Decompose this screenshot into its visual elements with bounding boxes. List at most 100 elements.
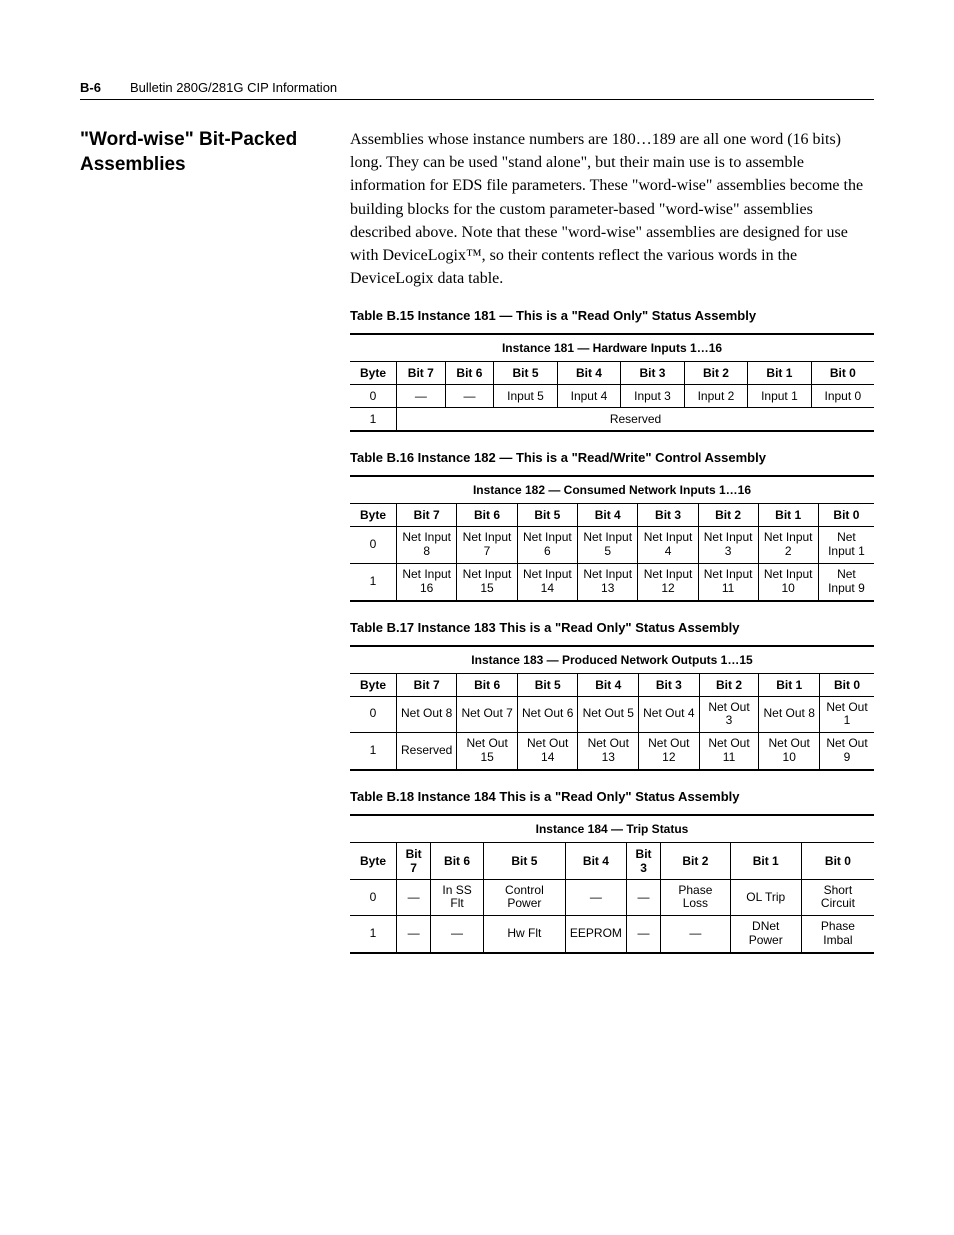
bit-cell: Net Input 5 <box>578 527 638 564</box>
section-heading: "Word-wise" Bit-Packed Assemblies <box>80 128 310 177</box>
col-bit: Bit 0 <box>819 673 874 696</box>
bit-cell: Net Input 7 <box>457 527 517 564</box>
bit-cell: — <box>397 879 431 916</box>
byte-cell: 1 <box>350 916 397 953</box>
col-bit: Bit 5 <box>517 673 578 696</box>
bit-cell: — <box>661 916 730 953</box>
col-bit: Bit 4 <box>565 842 626 879</box>
bit-cell: OL Trip <box>730 879 801 916</box>
bit-cell: Input 0 <box>811 385 874 408</box>
bit-cell: Phase Loss <box>661 879 730 916</box>
col-bit: Bit 0 <box>811 362 874 385</box>
col-bit: Bit 1 <box>748 362 811 385</box>
bit-cell: Net Out 6 <box>517 696 578 733</box>
table-row: 1 Net Input 16 Net Input 15 Net Input 14… <box>350 563 874 600</box>
bit-cell: Net Input 9 <box>818 563 874 600</box>
col-bit: Bit 6 <box>457 504 517 527</box>
table-title: Instance 182 — Consumed Network Inputs 1… <box>350 476 874 504</box>
col-bit: Bit 2 <box>661 842 730 879</box>
bit-cell: Net Input 1 <box>818 527 874 564</box>
bit-cell: Net Input 13 <box>578 563 638 600</box>
bit-cell: DNet Power <box>730 916 801 953</box>
table-row: 0 Net Input 8 Net Input 7 Net Input 6 Ne… <box>350 527 874 564</box>
bit-cell: Net Out 1 <box>819 696 874 733</box>
table-caption: Table B.18 Instance 184 This is a "Read … <box>350 789 874 804</box>
table-instance-183: Instance 183 — Produced Network Outputs … <box>350 645 874 771</box>
bit-cell: Net Out 7 <box>457 696 518 733</box>
byte-cell: 0 <box>350 527 397 564</box>
bit-cell: — <box>397 916 431 953</box>
bit-cell: Control Power <box>483 879 565 916</box>
bit-cell: Net Input 8 <box>397 527 457 564</box>
content-row: "Word-wise" Bit-Packed Assemblies Assemb… <box>80 128 874 960</box>
col-bit: Bit 4 <box>578 673 639 696</box>
bit-cell: Net Input 14 <box>517 563 577 600</box>
col-byte: Byte <box>350 504 397 527</box>
table-instance-181: Instance 181 — Hardware Inputs 1…16 Byte… <box>350 333 874 432</box>
col-bit: Bit 3 <box>621 362 684 385</box>
table-caption: Table B.15 Instance 181 — This is a "Rea… <box>350 308 874 323</box>
col-bit: Bit 7 <box>397 362 446 385</box>
byte-cell: 0 <box>350 696 397 733</box>
byte-cell: 0 <box>350 879 397 916</box>
table-instance-184: Instance 184 — Trip Status Byte Bit 7 Bi… <box>350 814 874 954</box>
page-header: B-6 Bulletin 280G/281G CIP Information <box>80 80 874 100</box>
bit-cell: — <box>397 385 446 408</box>
bit-cell: Net Out 10 <box>759 733 820 770</box>
bit-cell: Net Out 14 <box>517 733 578 770</box>
col-bit: Bit 7 <box>397 504 457 527</box>
col-bit: Bit 2 <box>699 673 759 696</box>
col-bit: Bit 0 <box>801 842 874 879</box>
bit-cell: Input 1 <box>748 385 811 408</box>
bit-cell: Input 2 <box>684 385 747 408</box>
bit-cell: Input 5 <box>494 385 557 408</box>
col-bit: Bit 1 <box>730 842 801 879</box>
bit-cell: Net Out 4 <box>639 696 700 733</box>
table-caption: Table B.16 Instance 182 — This is a "Rea… <box>350 450 874 465</box>
page: B-6 Bulletin 280G/281G CIP Information "… <box>0 0 954 1020</box>
table-caption: Table B.17 Instance 183 This is a "Read … <box>350 620 874 635</box>
table-title: Instance 184 — Trip Status <box>350 815 874 843</box>
col-bit: Bit 5 <box>517 504 577 527</box>
bit-cell: Input 3 <box>621 385 684 408</box>
table-instance-182: Instance 182 — Consumed Network Inputs 1… <box>350 475 874 601</box>
col-bit: Bit 2 <box>698 504 758 527</box>
table-title: Instance 181 — Hardware Inputs 1…16 <box>350 334 874 362</box>
col-byte: Byte <box>350 673 397 696</box>
bit-cell: Net Input 4 <box>638 527 698 564</box>
bit-cell: Hw Flt <box>483 916 565 953</box>
col-bit: Bit 7 <box>397 673 457 696</box>
bit-cell: Net Out 3 <box>699 696 759 733</box>
col-bit: Bit 1 <box>759 673 820 696</box>
byte-cell: 0 <box>350 385 397 408</box>
col-bit: Bit 5 <box>483 842 565 879</box>
bit-cell: Net Out 13 <box>578 733 639 770</box>
bit-cell: — <box>626 879 660 916</box>
table-row: 0 — — Input 5 Input 4 Input 3 Input 2 In… <box>350 385 874 408</box>
bit-cell: — <box>626 916 660 953</box>
table-row: 1 Reserved <box>350 408 874 432</box>
col-byte: Byte <box>350 362 397 385</box>
header-title: Bulletin 280G/281G CIP Information <box>130 80 337 95</box>
bit-cell: Net Out 5 <box>578 696 639 733</box>
bit-cell: Net Input 16 <box>397 563 457 600</box>
byte-cell: 1 <box>350 733 397 770</box>
col-bit: Bit 2 <box>684 362 747 385</box>
table-row: 1 Reserved Net Out 15 Net Out 14 Net Out… <box>350 733 874 770</box>
table-row: 0 — In SS Flt Control Power — — Phase Lo… <box>350 879 874 916</box>
table-title: Instance 183 — Produced Network Outputs … <box>350 646 874 674</box>
bit-cell: Net Input 12 <box>638 563 698 600</box>
bit-cell: Net Input 6 <box>517 527 577 564</box>
byte-cell: 1 <box>350 563 397 600</box>
bit-cell: Net Out 11 <box>699 733 759 770</box>
table-row: 0 Net Out 8 Net Out 7 Net Out 6 Net Out … <box>350 696 874 733</box>
bit-cell: Net Out 8 <box>759 696 820 733</box>
bit-cell: — <box>565 879 626 916</box>
col-bit: Bit 7 <box>397 842 431 879</box>
bit-cell: Net Input 2 <box>758 527 818 564</box>
bit-cell: Net Out 8 <box>397 696 457 733</box>
bit-cell: Short Circuit <box>801 879 874 916</box>
col-bit: Bit 6 <box>445 362 494 385</box>
page-number: B-6 <box>80 80 130 95</box>
bit-cell: Net Input 11 <box>698 563 758 600</box>
